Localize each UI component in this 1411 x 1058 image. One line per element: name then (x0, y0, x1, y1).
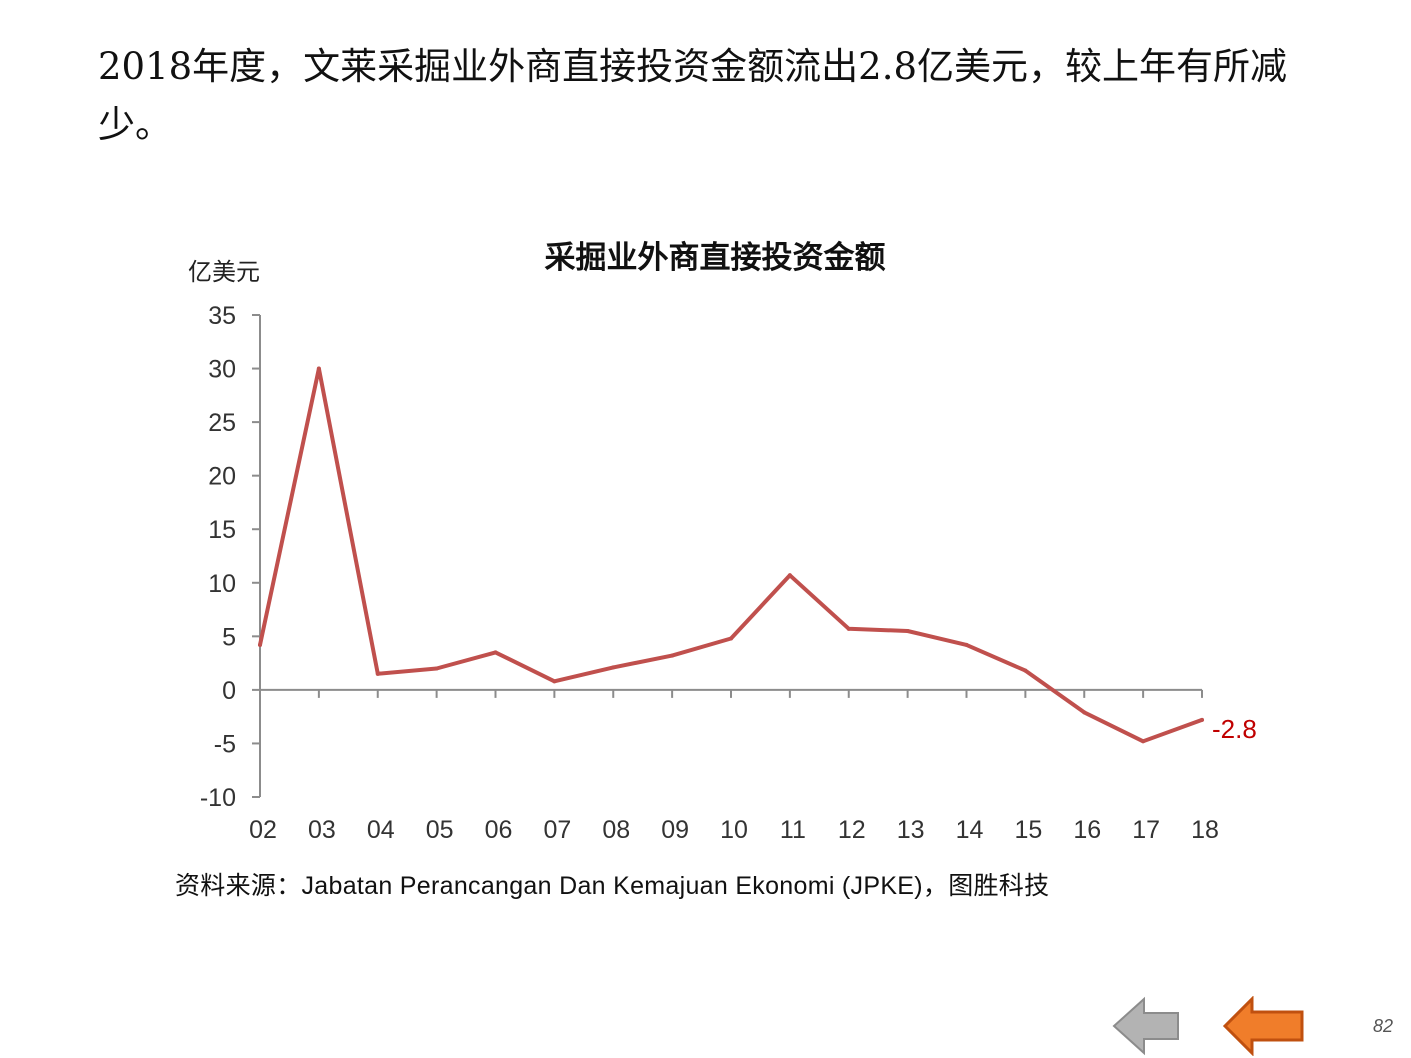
x-tick-label: 13 (897, 816, 925, 844)
end-data-label: -2.8 (1212, 714, 1257, 744)
x-tick-label: 06 (485, 816, 513, 844)
forward-button[interactable] (1222, 996, 1318, 1056)
y-tick-label: 5 (222, 623, 236, 651)
headline: 2018年度，文莱采掘业外商直接投资金额流出2.8亿美元，较上年有所减少。 (98, 45, 1288, 146)
x-tick-label: 02 (249, 816, 277, 844)
x-tick-label: 11 (780, 816, 806, 844)
y-axis-unit-label: 亿美元 (188, 258, 260, 286)
page-number: 82 (1372, 1016, 1393, 1036)
data-point (258, 642, 262, 647)
data-point (1023, 668, 1028, 673)
data-point (493, 650, 498, 655)
y-tick-label: 0 (222, 677, 236, 705)
data-point (1082, 710, 1087, 715)
data-point (434, 666, 439, 671)
y-tick-label: 30 (208, 356, 236, 384)
x-tick-label: 18 (1191, 816, 1219, 844)
x-tick-label: 14 (956, 816, 984, 844)
x-tick-label: 07 (543, 816, 571, 844)
data-point (1200, 717, 1204, 722)
x-tick-labels: 02 03 04 05 06 07 08 09 10 11 12 13 14 15 16 17 18 (249, 816, 1219, 844)
data-point (552, 679, 557, 684)
data-point (846, 626, 851, 631)
x-tick-label: 03 (308, 816, 336, 844)
left-arrow-icon (1222, 996, 1304, 1056)
data-point (787, 573, 792, 578)
x-tick-label: 04 (367, 816, 395, 844)
y-tick-label: 20 (208, 463, 236, 491)
x-tick-label: 09 (661, 816, 689, 844)
data-point (316, 366, 321, 371)
y-tick-label: 15 (208, 516, 236, 544)
x-tick-label: 16 (1073, 816, 1101, 844)
left-arrow-icon (1112, 996, 1179, 1056)
y-tick-label: 10 (208, 570, 236, 598)
chart-title: 采掘业外商直接投资金额 (545, 240, 886, 276)
x-tick-label: 12 (838, 816, 866, 844)
y-tick-label: 25 (208, 409, 236, 437)
back-button[interactable] (1112, 996, 1208, 1056)
y-tick-labels: 35 30 25 20 15 10 5 0 -5 -10 (200, 302, 236, 812)
x-tick-label: 15 (1014, 816, 1042, 844)
data-point (670, 653, 675, 658)
y-tick-label: 35 (208, 302, 236, 330)
series-group (258, 366, 1204, 744)
y-tick-label: -10 (200, 784, 236, 812)
y-tick-label: -5 (214, 730, 236, 758)
x-tick-label: 10 (720, 816, 748, 844)
data-point (905, 628, 910, 633)
data-point (375, 671, 380, 676)
source-note: 资料来源：Jabatan Perancangan Dan Kemajuan Ek… (175, 872, 1050, 900)
data-point (1141, 739, 1146, 744)
data-point (964, 642, 969, 647)
x-tick-label: 08 (602, 816, 630, 844)
axes (252, 314, 1203, 798)
data-point (611, 665, 616, 670)
x-tick-label: 05 (426, 816, 454, 844)
data-point (729, 636, 733, 641)
x-tick-label: 17 (1132, 816, 1160, 844)
series-line (258, 366, 1204, 744)
